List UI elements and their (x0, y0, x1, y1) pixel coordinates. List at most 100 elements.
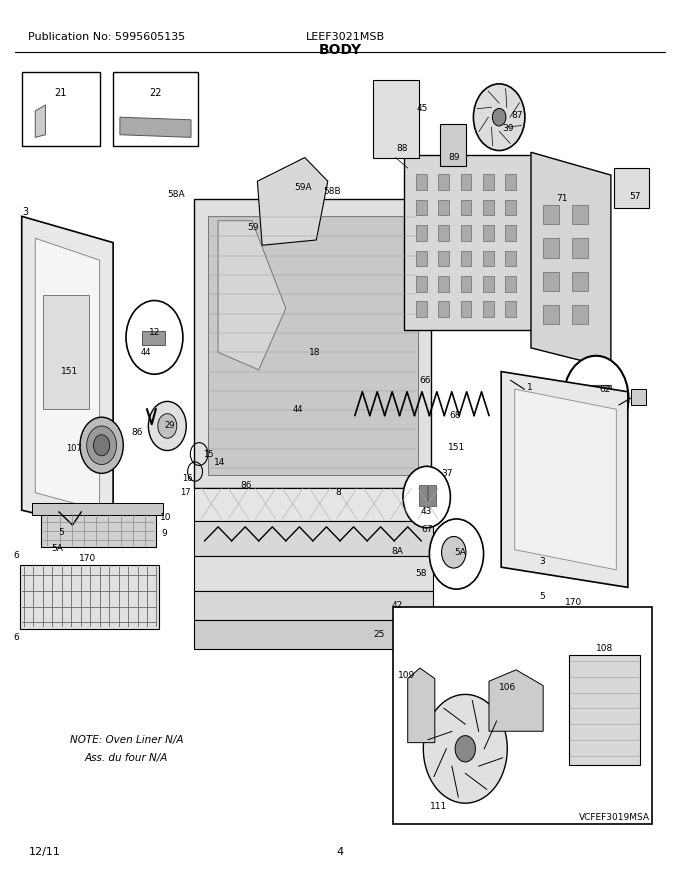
Text: 21: 21 (54, 89, 67, 99)
Text: 9: 9 (161, 530, 167, 539)
Polygon shape (405, 155, 540, 330)
Bar (505, 225, 516, 241)
Text: 89: 89 (448, 153, 460, 162)
Text: 4: 4 (337, 847, 343, 857)
Text: 170: 170 (565, 598, 582, 607)
Bar (631, 389, 646, 405)
Bar (428, 485, 436, 506)
Text: 17: 17 (180, 488, 191, 497)
Text: 25: 25 (373, 630, 385, 639)
Text: Ass. du four N/A: Ass. du four N/A (85, 752, 169, 763)
Circle shape (441, 537, 466, 568)
Polygon shape (489, 670, 543, 731)
Bar (483, 301, 494, 317)
Bar (419, 485, 426, 506)
Text: 107: 107 (67, 444, 82, 453)
Text: 10: 10 (160, 513, 171, 522)
Text: NOTE: Oven Liner N/A: NOTE: Oven Liner N/A (70, 735, 184, 745)
Text: 58A: 58A (167, 190, 185, 199)
Text: 5A: 5A (51, 544, 63, 554)
Polygon shape (20, 565, 158, 628)
Bar (438, 225, 449, 241)
Bar (483, 276, 494, 292)
Text: 8A: 8A (392, 546, 403, 556)
Bar (416, 276, 426, 292)
Text: 29: 29 (164, 422, 175, 430)
Bar (614, 168, 649, 208)
Text: 62: 62 (600, 385, 611, 393)
Polygon shape (218, 221, 286, 370)
Text: 44: 44 (141, 348, 152, 356)
Polygon shape (194, 521, 433, 556)
Circle shape (473, 84, 525, 150)
Bar (440, 124, 466, 166)
Text: 3: 3 (539, 556, 545, 566)
Text: 15: 15 (203, 450, 214, 458)
Bar (460, 174, 471, 190)
Text: 12/11: 12/11 (29, 847, 61, 857)
Text: 58B: 58B (323, 187, 341, 196)
Polygon shape (501, 371, 628, 587)
Text: 6: 6 (14, 551, 19, 561)
Text: 151: 151 (448, 443, 465, 451)
Bar (569, 655, 640, 765)
Text: 39: 39 (503, 124, 513, 133)
Text: 58: 58 (415, 568, 427, 578)
Text: LEEF3021MSB: LEEF3021MSB (306, 32, 386, 42)
Polygon shape (194, 488, 433, 521)
Bar (22, 71, 99, 146)
Bar (505, 276, 516, 292)
Circle shape (93, 435, 109, 456)
Text: 45: 45 (417, 104, 428, 113)
Bar (572, 205, 588, 224)
Bar (460, 200, 471, 216)
Bar (438, 251, 449, 267)
Bar (572, 272, 588, 291)
Text: Publication No: 5995605135: Publication No: 5995605135 (29, 32, 186, 42)
Polygon shape (208, 216, 418, 475)
Bar (505, 200, 516, 216)
Bar (460, 251, 471, 267)
Text: 67: 67 (421, 525, 432, 534)
Text: 68: 68 (449, 411, 461, 420)
Polygon shape (35, 238, 99, 510)
Text: 16: 16 (182, 474, 192, 483)
Text: 59: 59 (248, 224, 259, 232)
Bar (483, 251, 494, 267)
Bar (438, 174, 449, 190)
Bar (393, 606, 651, 825)
Text: 37: 37 (441, 469, 453, 478)
Bar (416, 200, 426, 216)
Circle shape (455, 736, 475, 762)
Circle shape (492, 108, 506, 126)
Text: 5: 5 (58, 528, 64, 537)
Polygon shape (194, 199, 431, 488)
Bar (505, 301, 516, 317)
Text: VCFEF3019MSA: VCFEF3019MSA (579, 812, 650, 822)
Polygon shape (32, 503, 163, 515)
Text: 8: 8 (336, 488, 341, 497)
Circle shape (429, 519, 483, 589)
Circle shape (148, 401, 186, 451)
Text: 66: 66 (419, 376, 430, 385)
Text: 1: 1 (527, 383, 532, 392)
Text: 44: 44 (293, 405, 303, 414)
Text: 43: 43 (421, 508, 432, 517)
Bar (543, 205, 560, 224)
Polygon shape (257, 158, 328, 246)
Bar (581, 385, 611, 407)
Text: 42: 42 (392, 601, 403, 611)
Text: 57: 57 (629, 192, 641, 201)
Bar (44, 296, 90, 409)
Bar (438, 200, 449, 216)
Text: 5A: 5A (455, 547, 466, 557)
Bar (483, 174, 494, 190)
Bar (113, 71, 198, 146)
Text: 6: 6 (14, 633, 19, 642)
Text: 108: 108 (596, 644, 613, 653)
Text: 12: 12 (149, 328, 160, 337)
Polygon shape (120, 117, 191, 137)
Text: 87: 87 (511, 111, 523, 120)
Bar (483, 225, 494, 241)
Bar (460, 276, 471, 292)
